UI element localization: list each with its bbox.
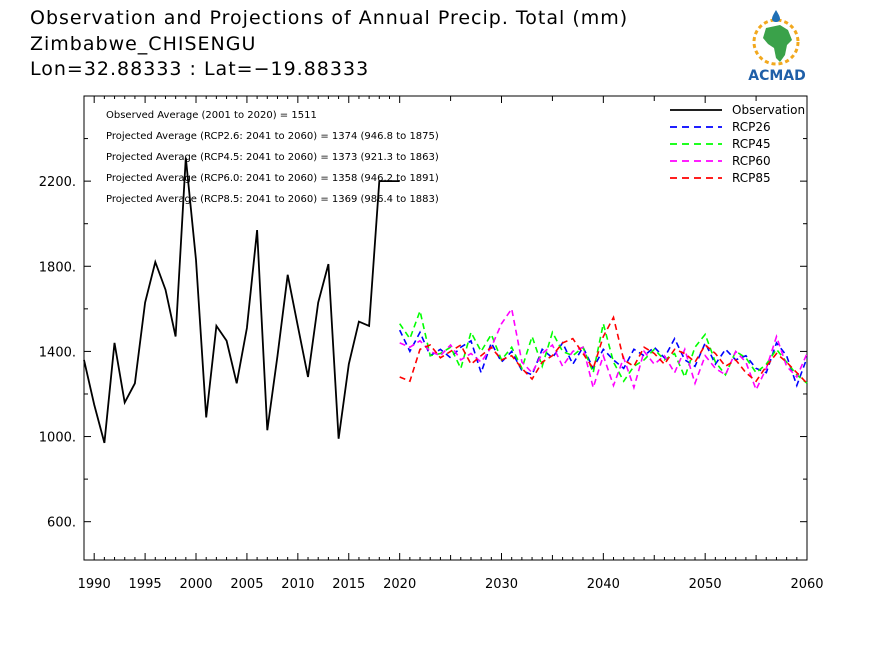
x-tick-label: 1990 [78,577,111,592]
station-name: Zimbabwe_CHISENGU [30,33,257,55]
annotation-line: Projected Average (RCP4.5: 2041 to 2060)… [106,152,439,163]
plot-frame [83,95,808,561]
x-tick-label: 2005 [230,577,263,592]
x-tick-label: 2060 [790,577,823,592]
x-tick-label: 2015 [332,577,365,592]
legend: Observation RCP26 RCP45 RCP60 RCP85 [670,103,805,185]
series-line-rcp45 [399,308,808,384]
series-line-rcp85 [399,315,808,384]
series-lines [83,157,808,444]
series-line-rcp26 [398,329,808,388]
x-tick-label: 2040 [587,577,620,592]
y-tick-label: 1400. [39,345,76,360]
station-coordinates: Lon=32.88333 : Lat=−19.88333 [30,58,370,80]
legend-label-observation: Observation [732,103,805,117]
x-tick-label: 2020 [383,577,416,592]
x-tick-label: 1995 [129,577,162,592]
acmad-logo: ACMAD [748,10,806,84]
legend-label-rcp45: RCP45 [732,137,771,151]
legend-label-rcp60: RCP60 [732,154,771,168]
legend-label-rcp26: RCP26 [732,120,771,134]
annotation-line: Projected Average (RCP2.6: 2041 to 2060)… [106,131,439,142]
y-tick-label: 2200. [39,175,76,190]
x-tick-label: 2010 [281,577,314,592]
x-tick-label: 2050 [689,577,722,592]
x-tick-label: 2030 [485,577,518,592]
chart-title: Observation and Projections of Annual Pr… [30,7,629,29]
axes: 600. 1000. 1400. 1800. 2200. 1990 1995 2000 2005… [39,95,824,592]
y-tick-label: 1800. [39,260,76,275]
series-line-observation [83,157,400,444]
annotation-line: Projected Average (RCP6.0: 2041 to 2060)… [106,173,439,184]
annotations: Observed Average (2001 to 2020) = 1511 Pr… [106,110,439,205]
y-tick-label: 600. [47,516,76,531]
legend-label-rcp85: RCP85 [732,171,771,185]
x-tick-label: 2000 [179,577,212,592]
acmad-logo-text: ACMAD [748,68,806,84]
series-line-rcp60 [399,306,808,392]
annotation-line: Projected Average (RCP8.5: 2041 to 2060)… [106,194,439,205]
annotation-line: Observed Average (2001 to 2020) = 1511 [106,110,317,121]
acmad-africa-logo-icon [752,10,800,66]
y-tick-label: 1000. [39,431,76,446]
